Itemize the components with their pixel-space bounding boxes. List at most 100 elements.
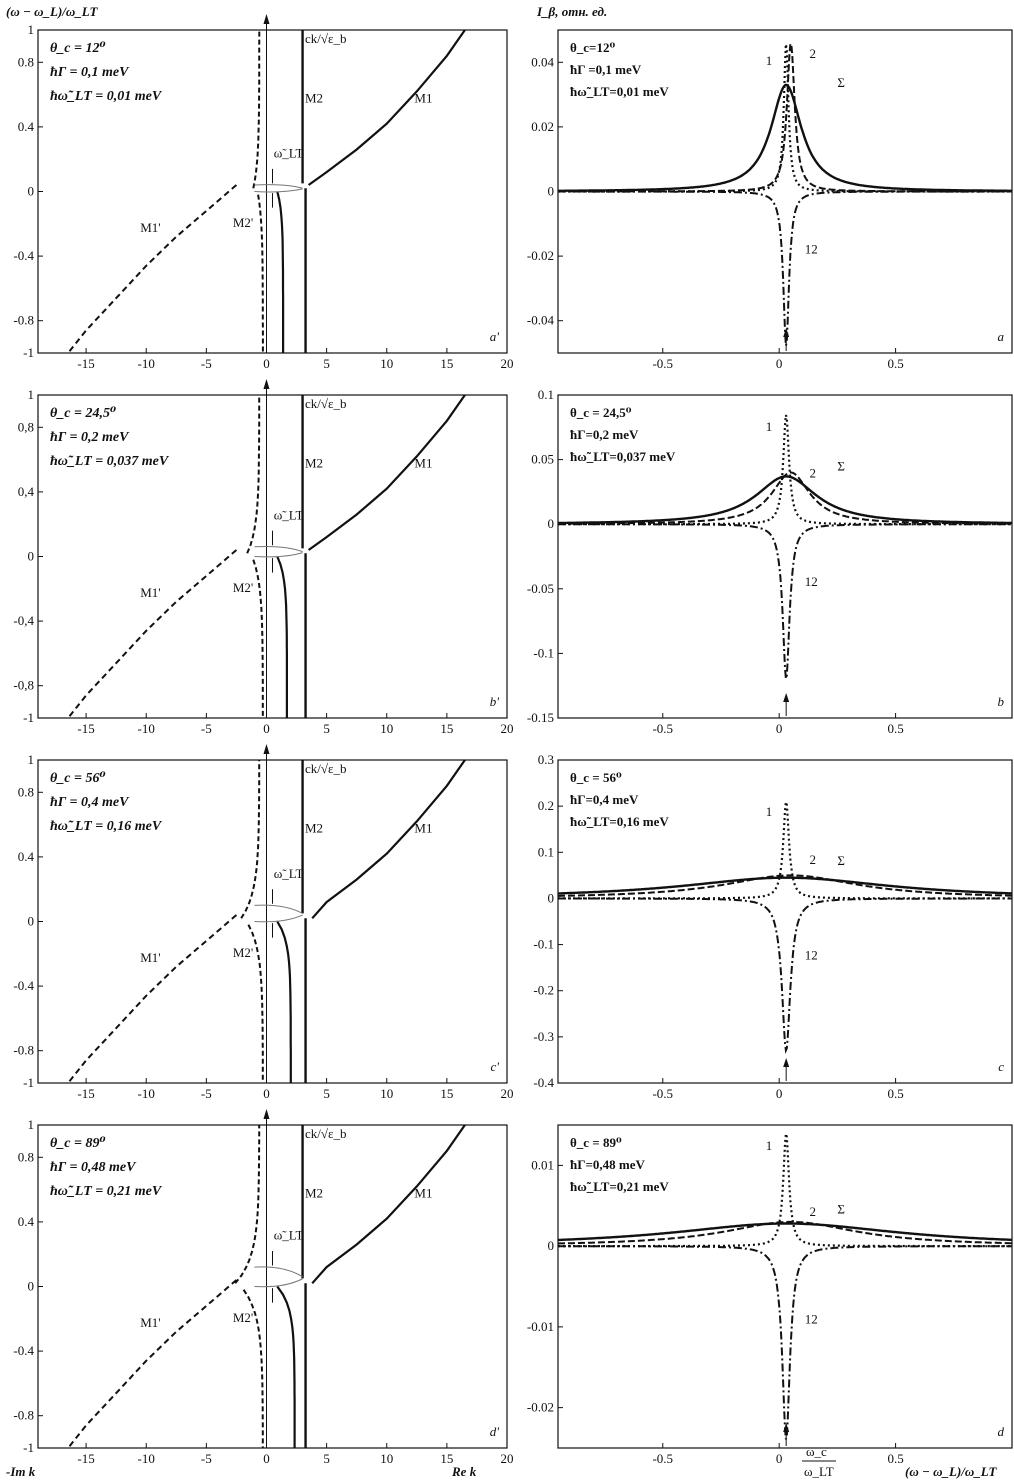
y-tick-label: -0.8 [13,1408,34,1423]
label-curve-2: 2 [809,1204,816,1219]
y-tick-label: -0.2 [533,983,554,998]
label-omega-lt: ω̃_LT [274,866,304,881]
y-tick-label: 0 [548,1238,555,1253]
x-tick-label: -5 [201,1451,212,1466]
label-curve-1: 1 [766,1138,773,1153]
label-curve-1: 1 [766,804,773,819]
y-tick-label: 1 [28,1117,35,1132]
x-tick-label: -10 [138,356,155,371]
x-tick-label: 0 [776,356,783,371]
omega-c-arrow-icon [783,1423,790,1432]
dispersion-panel-1: -15 -10 -5 0 5 10 15 20 -1 -0.8 -0.4 0 0.4 0.8 1 M1 M2 M1… [13,14,514,371]
x-tick-label: -0.5 [652,1451,673,1466]
x-tick-label: -15 [77,1451,94,1466]
split-line-lower [254,552,303,558]
label-m2: M2 [305,91,323,106]
curve-sum [557,475,1012,525]
y-tick-label: 0 [28,914,35,929]
y-tick-label: -0.8 [13,313,34,328]
y-tick-label: 0 [548,184,555,199]
label-m2: M2 [305,821,323,836]
split-line-lower [254,914,303,923]
label-m1-prime: M1' [140,585,160,600]
label-m2-prime: M2' [233,945,253,960]
x-tick-label: 0.5 [887,721,903,736]
axis-arrow-icon [263,14,270,24]
label-m2-prime: M2' [233,1310,253,1325]
parameter-text: θ_c = 24,5⁰ [50,406,116,421]
left-y-axis-title: (ω − ω_L)/ω_LT [6,4,98,19]
split-line-upper [254,1266,303,1278]
y-tick-label: -0.4 [13,1343,34,1358]
y-tick-label: -0.8 [13,1043,34,1058]
omega-lt-label: ω_LT [804,1464,834,1479]
y-tick-label: 0.4 [18,849,35,864]
y-tick-label: -0.02 [527,248,554,263]
curve-12 [558,1245,1012,1440]
label-ck: ck/√ε_b [305,396,346,411]
split-line-upper [254,546,303,553]
curve-m1 [307,29,466,186]
x-tick-label: 0 [263,721,270,736]
x-tick-label: 0.5 [887,1451,903,1466]
dispersion-frame [37,1124,508,1449]
x-tick-label: 15 [440,356,453,371]
label-curve-sum: Σ [837,75,845,90]
intensity-frame [557,1124,1013,1449]
curve-m2-prime-dashed-upper [234,1125,261,1284]
x-tick-label: -5 [201,721,212,736]
x-tick-label: 20 [501,356,514,371]
y-tick-label: 0 [28,1279,35,1294]
y-tick-label: 0.02 [531,119,554,134]
y-tick-label: -0,4 [13,613,34,628]
parameter-text: θ_c = 12⁰ [50,41,106,56]
panel-letter: c' [490,1059,499,1074]
intensity-frame [557,759,1013,1084]
y-tick-label: -0.4 [13,248,34,263]
parameter-text: ħΓ=0,48 meV [570,1157,646,1172]
label-m2-prime: M2' [233,580,253,595]
y-tick-label: 0.05 [531,452,554,467]
split-line-lower [254,1278,303,1288]
label-curve-2: 2 [809,46,816,61]
x-tick-label: 0 [263,356,270,371]
curve-m1-prime [67,549,238,719]
parameter-text: ħΓ=0,4 meV [570,792,639,807]
y-tick-label: 0 [28,184,35,199]
y-tick-label: 0.01 [531,1157,554,1172]
curve-m1-prime [67,1279,238,1449]
curve-m2-prime-solid [276,920,292,1083]
parameter-text: θ_c = 89⁰ [50,1136,106,1151]
omega-c-label: ω_c [806,1444,827,1459]
x-tick-label: 0 [263,1451,270,1466]
curve-12 [558,897,1012,1054]
curve-m2-prime-dashed-lower [242,1289,264,1448]
label-m1-prime: M1' [140,220,160,235]
y-tick-label: 0.1 [538,844,554,859]
parameter-text: ħΓ=0,2 meV [570,427,639,442]
parameter-text: ħΓ = 0,48 meV [50,1160,137,1175]
label-curve-2: 2 [809,852,816,867]
dispersion-panel-2: -15 -10 -5 0 5 10 15 20 -1 -0,8 -0,4 0 0,4 0,8 1 M1 M2 M1… [13,379,514,736]
label-m2: M2 [305,1186,323,1201]
x-tick-label: -10 [138,721,155,736]
x-tick-label: -15 [77,721,94,736]
x-tick-label: 0 [776,1451,783,1466]
label-curve-12: 12 [805,1312,818,1327]
x-tick-label: 0.5 [887,1086,903,1101]
curve-m1 [311,759,466,920]
y-tick-label: -0.4 [13,978,34,993]
parameter-text: ħΓ =0,1 meV [570,62,642,77]
y-tick-label: -0.1 [533,937,554,952]
y-tick-label: 0.8 [18,1149,34,1164]
left-x-axis-label-im: -Im k [6,1464,36,1479]
y-tick-label: -0,8 [13,678,34,693]
x-tick-label: 5 [323,356,330,371]
label-curve-sum: Σ [837,853,845,868]
y-tick-label: 0.4 [18,119,35,134]
y-tick-label: -0.3 [533,1029,554,1044]
x-tick-label: 15 [440,721,453,736]
parameter-text: ħω̃_LT = 0,21 meV [50,1184,163,1199]
